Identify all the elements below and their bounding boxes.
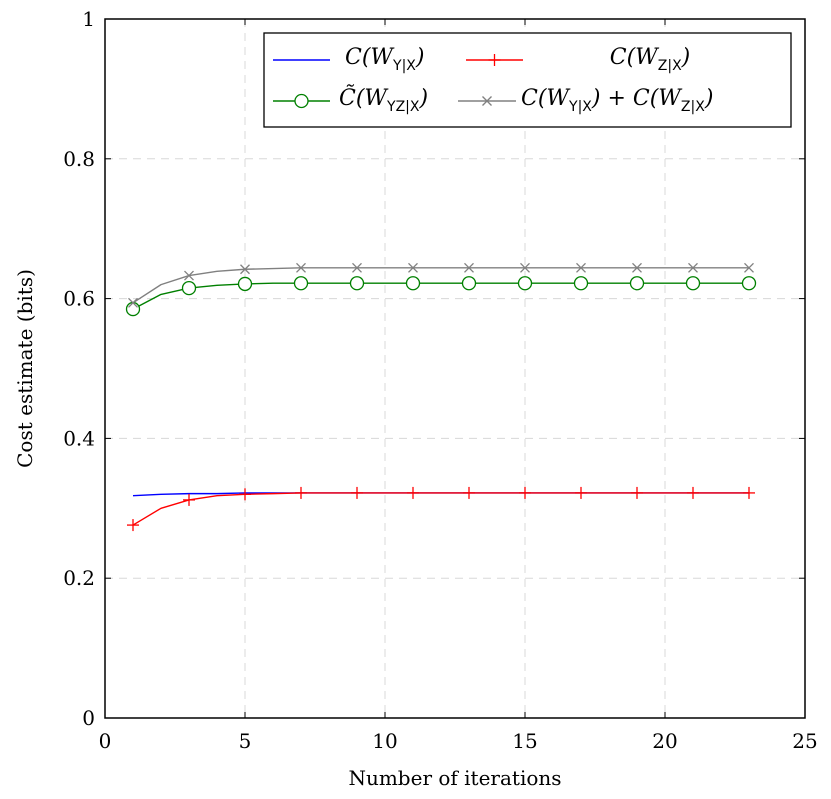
series-cost-z-given-x-line (132, 492, 749, 526)
legend-label: C(WY|X) (345, 45, 424, 74)
series-cost-yz-given-x-point (685, 276, 701, 291)
series-cost-sum-point (408, 262, 418, 273)
series-cost-sum-point (352, 262, 362, 273)
series-cost-sum-line (132, 267, 749, 304)
series-cost-yz-given-x-point (461, 276, 477, 291)
series-cost-sum-point (744, 262, 754, 273)
x-axis-label: Number of iterations (348, 766, 561, 790)
series-cost-z-given-x-point (575, 486, 587, 499)
y-tick-label: 0 (82, 706, 95, 730)
series-cost-sum (128, 262, 754, 308)
series-cost-z-given-x (127, 486, 755, 532)
series-cost-yz-given-x-point (349, 276, 365, 291)
series-cost-sum-point (688, 262, 698, 273)
x-tick-label: 15 (512, 729, 537, 753)
series-cost-sum-point (240, 264, 250, 275)
series-cost-z-given-x-point (519, 486, 531, 499)
series-cost-z-given-x-point (351, 486, 363, 499)
axis-ticks (104, 18, 806, 719)
series-cost-z-given-x-point (743, 486, 755, 499)
x-tick-label: 0 (99, 729, 112, 753)
x-tick-label: 25 (792, 729, 817, 753)
series-cost-z-given-x-point (295, 486, 307, 499)
y-tick-label: 1 (82, 7, 95, 31)
plot-frame (104, 18, 806, 719)
series-cost-yz-given-x-line (132, 282, 749, 310)
series-cost-sum-point (576, 262, 586, 273)
series-cost-yz-given-x (125, 276, 757, 317)
tick-labels: 0 5 10 15 20 25 0 0.2 0.4 0.6 0.8 1 (63, 7, 818, 753)
series-cost-sum-point (632, 262, 642, 273)
series-cost-z-given-x-point (407, 486, 419, 499)
series-cost-yz-given-x-point (237, 276, 253, 292)
legend-box (263, 32, 792, 128)
legend-label: C(WZ|X) (610, 45, 691, 74)
series-cost-z-given-x-point (463, 486, 475, 499)
series-cost-sum-point (296, 262, 306, 273)
x-tick-label: 20 (652, 729, 677, 753)
legend: C(WY|X) C(WZ|X) C̃(WYZ|X) C(WY|X) + C(WZ|X) (263, 32, 792, 128)
x-tick-label: 5 (239, 729, 252, 753)
series-cost-sum-point (128, 297, 138, 308)
series-cost-yz-given-x-point (405, 276, 421, 291)
series-cost-sum-point (520, 262, 530, 273)
series-cost-z-given-x-point (183, 493, 195, 506)
y-tick-label: 0.8 (63, 147, 95, 171)
y-axis-label: Cost estimate (bits) (13, 269, 37, 468)
series-cost-z-given-x-point (631, 486, 643, 499)
legend-marker-plus (488, 54, 501, 66)
y-tick-label: 0.2 (63, 566, 95, 590)
legend-marker-x (482, 96, 492, 106)
y-tick-label: 0.4 (63, 426, 95, 450)
series-cost-z-given-x-point (687, 486, 699, 499)
grid (105, 19, 805, 718)
x-tick-label: 10 (372, 729, 397, 753)
series-cost-sum-point (184, 270, 194, 281)
legend-label: C̃(WYZ|X) (339, 85, 428, 115)
series-cost-z-given-x-point (127, 519, 139, 532)
y-tick-label: 0.6 (63, 287, 95, 311)
series-layer (125, 262, 757, 532)
legend-marker-circle (294, 93, 309, 109)
series-cost-z-given-x-point (239, 488, 251, 501)
series-cost-yz-given-x-point (125, 301, 141, 317)
series-cost-yz-given-x-point (293, 276, 309, 291)
series-cost-yz-given-x-point (629, 276, 645, 291)
legend-label: C(WY|X) + C(WZ|X) (521, 86, 713, 115)
series-cost-sum-point (464, 262, 474, 273)
series-cost-yz-given-x-point (517, 276, 533, 291)
series-cost-yz-given-x-point (741, 276, 757, 291)
series-cost-yz-given-x-point (573, 276, 589, 291)
series-cost-yz-given-x-point (181, 280, 197, 296)
